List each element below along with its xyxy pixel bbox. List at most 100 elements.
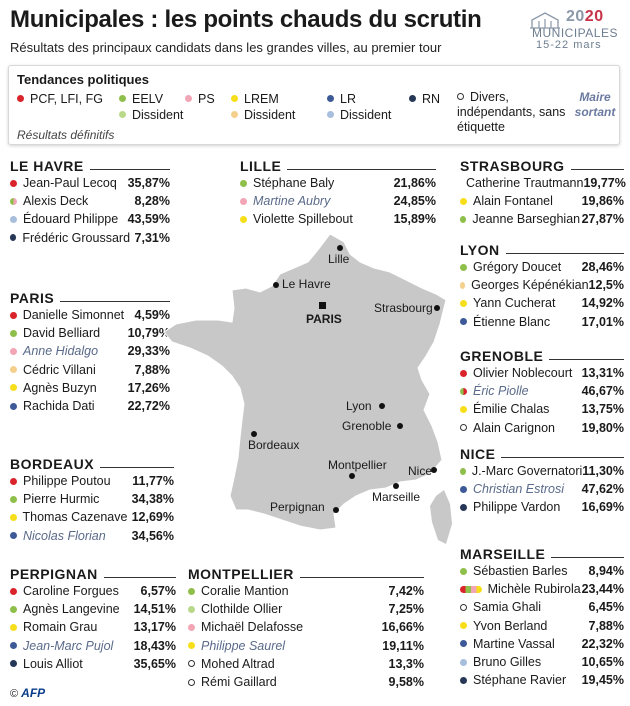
party-dot: [10, 366, 17, 374]
city-marker-bordeaux: [251, 431, 257, 437]
candidate-name: Michèle Rubirola: [487, 582, 581, 597]
candidate-percent: 13,75%: [581, 402, 624, 417]
candidate-name: Étienne Blanc: [473, 314, 551, 329]
candidate-percent: 4,59%: [134, 308, 170, 323]
candidate-row: Philippe Saurel 19,11%: [188, 637, 424, 655]
city-lille: LILLE Stéphane Baly 21,86% Martine Aubry 24,…: [240, 156, 436, 229]
candidate-percent: 16,66%: [381, 620, 424, 635]
candidate-percent: 46,67%: [581, 384, 624, 399]
afp-logo: AFP: [21, 686, 46, 700]
candidate-row: Philippe Vardon 16,69%: [460, 498, 624, 516]
candidate-row: Frédéric Groussard 7,31%: [10, 229, 170, 247]
candidate-percent: 14,92%: [581, 296, 624, 311]
legend-dot: [119, 95, 126, 102]
party-dot: [460, 640, 467, 648]
party-dot: [188, 642, 195, 650]
candidate-percent: 29,33%: [127, 344, 170, 359]
party-dot: [10, 660, 17, 668]
city-heading: PARIS: [10, 288, 170, 306]
party-dot: [460, 622, 467, 630]
city-marker-paris: [319, 302, 326, 309]
legend-item-rn: RN: [409, 92, 440, 106]
city-heading: GRENOBLE: [460, 346, 624, 364]
legend-item-eelv-dissident: Dissident: [119, 108, 183, 122]
city-paris: PARIS Danielle Simonnet 4,59% David Belliar…: [10, 288, 170, 415]
town-hall-icon: [530, 12, 560, 29]
candidate-row: Alexis Deck 8,28%: [10, 192, 170, 210]
candidate-name: Alexis Deck: [23, 194, 89, 209]
party-dot: [10, 587, 17, 595]
candidate-percent: 23,44%: [581, 582, 624, 597]
candidate-name: Rémi Gaillard: [201, 675, 277, 690]
copyright: © AFP: [10, 686, 46, 700]
candidate-name: Violette Spillebout: [253, 212, 353, 227]
candidate-row: Édouard Philippe 43,59%: [10, 210, 170, 228]
municipales-logo: 2020 MUNICIPALES 15-22 mars: [530, 8, 626, 52]
party-dot: [460, 503, 467, 511]
candidate-percent: 7,88%: [588, 618, 624, 633]
candidate-name: Anne Hidalgo: [23, 344, 99, 359]
candidate-row: Cédric Villani 7,88%: [10, 361, 170, 379]
city-strasbourg: STRASBOURG Catherine Trautmann 19,77% Alain…: [460, 156, 626, 229]
candidate-name: Jean-Marc Pujol: [23, 638, 114, 653]
party-dot: [10, 215, 17, 223]
party-dot: [460, 467, 466, 475]
candidate-percent: 10,65%: [581, 655, 624, 670]
candidate-name: Christian Estrosi: [473, 482, 564, 497]
candidate-row: Romain Grau 13,17%: [10, 618, 176, 636]
party-dot: [460, 369, 467, 377]
city-grenoble: GRENOBLE Olivier Noblecourt 13,31% Éric Pio…: [460, 346, 624, 437]
legend-item-divers: Divers, indépendants, sans étiquette: [457, 90, 566, 134]
candidate-row: Martine Aubry 24,85%: [240, 192, 436, 210]
candidate-name: Agnès Buzyn: [23, 380, 97, 395]
candidate-row: Grégory Doucet 28,46%: [460, 258, 624, 276]
candidate-name: Georges Képénékian: [471, 278, 589, 293]
candidate-percent: 19,80%: [581, 420, 624, 435]
city-marker-marseille: [393, 483, 399, 489]
candidate-row: Sébastien Barles 8,94%: [460, 562, 624, 580]
candidate-name: Stéphane Baly: [253, 176, 335, 191]
candidate-row: David Belliard 10,79%: [10, 324, 170, 342]
candidate-row: Clothilde Ollier 7,25%: [188, 600, 424, 618]
party-dot: [10, 384, 17, 392]
party-dot: [460, 676, 467, 684]
page-subtitle: Résultats des principaux candidats dans …: [10, 40, 442, 55]
candidate-percent: 7,88%: [134, 362, 170, 377]
candidate-percent: 9,58%: [388, 675, 424, 690]
city-heading: LE HAVRE: [10, 156, 170, 174]
page-title: Municipales : les points chauds du scrut…: [10, 6, 482, 33]
candidate-row: Catherine Trautmann 19,77%: [460, 174, 626, 192]
candidate-percent: 27,87%: [581, 212, 624, 227]
party-dot: [240, 179, 247, 187]
candidate-name: Frédéric Groussard: [22, 230, 131, 245]
candidate-row: Alain Fontanel 19,86%: [460, 192, 624, 210]
candidate-percent: 8,94%: [588, 564, 624, 579]
city-montpellier: MONTPELLIER Coralie Mantion 7,42% Clothilde…: [188, 564, 424, 691]
legend: Tendances politiques PCF, LFI, FG EELV D…: [8, 65, 620, 145]
candidate-percent: 12,69%: [131, 510, 174, 525]
candidate-row: Rémi Gaillard 9,58%: [188, 673, 424, 691]
map-label-montpellier: Montpellier: [328, 458, 387, 472]
map-label-nice: Nice: [408, 464, 433, 478]
party-dot: [10, 495, 17, 503]
candidate-percent: 19,77%: [583, 176, 626, 191]
city-marker-lille: [337, 245, 343, 251]
map-label-strasbourg: Strasbourg: [374, 301, 433, 315]
candidate-row: Éric Piolle 46,67%: [460, 382, 624, 400]
city-heading: LILLE: [240, 156, 436, 174]
candidate-name: Yann Cucherat: [473, 296, 556, 311]
candidate-row: Jean-Marc Pujol 18,43%: [10, 637, 176, 655]
candidate-percent: 6,57%: [140, 584, 176, 599]
candidate-name: J.-Marc Governatori: [471, 464, 583, 479]
city-marker-grenoble: [397, 423, 403, 429]
candidate-name: Pierre Hurmic: [23, 492, 100, 507]
candidate-name: Agnès Langevine: [23, 602, 120, 617]
candidate-percent: 35,65%: [133, 656, 176, 671]
corsica: [430, 490, 452, 544]
france-map: Lille Le Havre PARIS Strasbourg Lyon Gre…: [160, 228, 460, 558]
candidate-row: Martine Vassal 22,32%: [460, 635, 624, 653]
candidate-percent: 7,31%: [134, 230, 170, 245]
city-marker-nice: [431, 467, 437, 473]
candidate-percent: 11,30%: [582, 464, 624, 479]
candidate-percent: 28,46%: [581, 260, 624, 275]
